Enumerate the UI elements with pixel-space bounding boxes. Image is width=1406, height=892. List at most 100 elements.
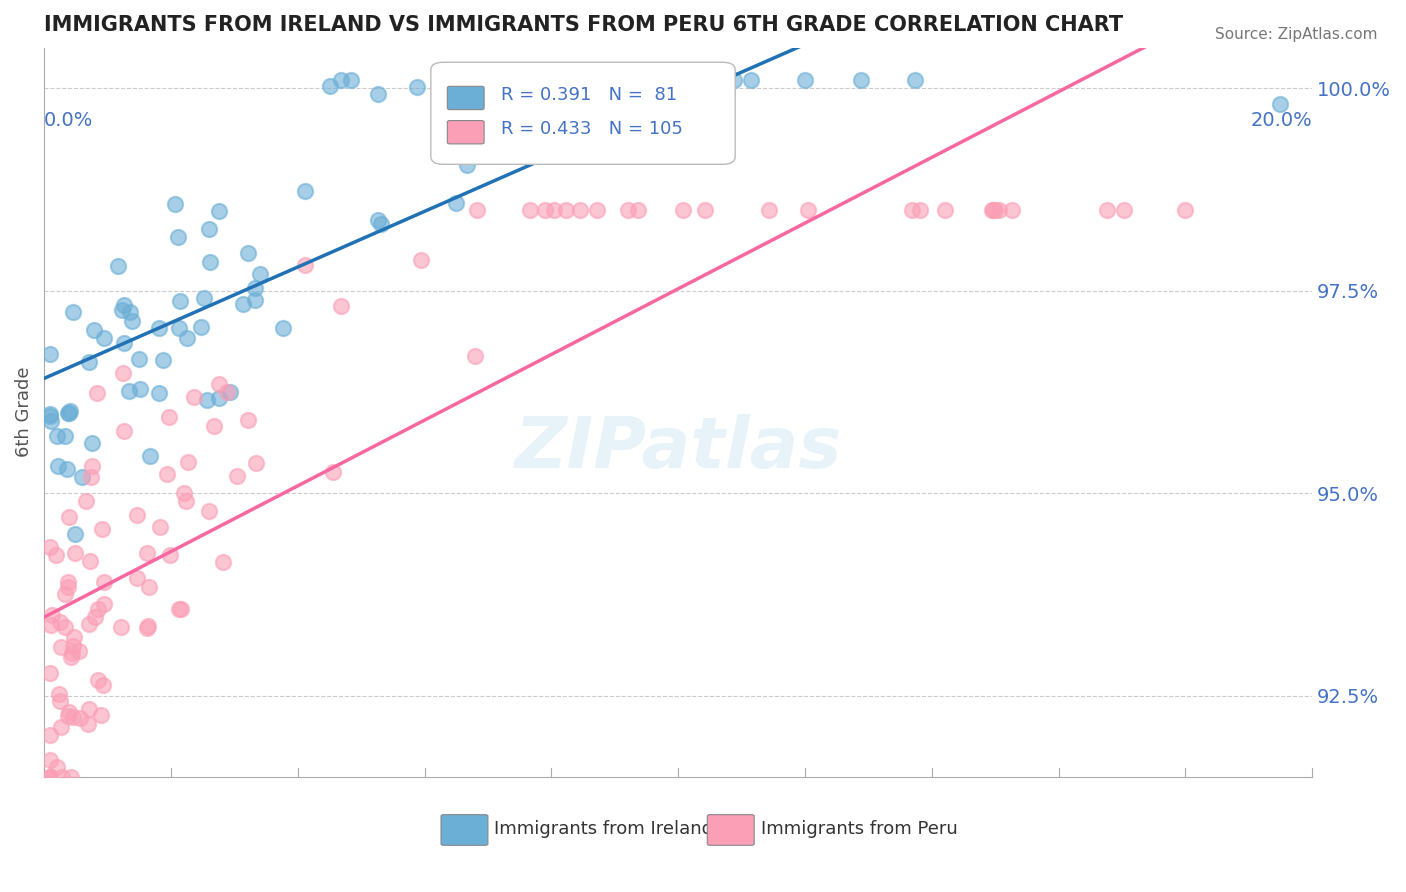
Immigrants from Ireland — [208, 204, 231, 219]
Immigrants from Peru — [79, 702, 101, 716]
Immigrants from Ireland — [70, 470, 93, 484]
Immigrants from Peru — [79, 617, 101, 632]
Immigrants from Peru — [138, 580, 160, 594]
Immigrants from Ireland — [139, 449, 162, 463]
Immigrants from Ireland — [198, 255, 221, 269]
Immigrants from Peru — [294, 258, 316, 272]
Immigrants from Peru — [49, 615, 72, 630]
Immigrants from Peru — [981, 202, 1004, 217]
Immigrants from Ireland — [530, 73, 553, 87]
Immigrants from Peru — [758, 202, 780, 217]
Immigrants from Peru — [198, 503, 221, 517]
Immigrants from Peru — [543, 202, 565, 217]
Immigrants from Peru — [79, 470, 101, 484]
Immigrants from Peru — [627, 202, 650, 217]
Immigrants from Ireland — [793, 73, 815, 87]
Immigrants from Ireland — [650, 73, 672, 87]
Immigrants from Peru — [1112, 202, 1135, 217]
Immigrants from Ireland — [169, 293, 191, 308]
Immigrants from Peru — [934, 202, 956, 217]
Immigrants from Peru — [136, 621, 159, 635]
Immigrants from Ireland — [509, 95, 531, 110]
Immigrants from Ireland — [39, 407, 62, 421]
Immigrants from Peru — [112, 425, 135, 439]
Immigrants from Peru — [111, 366, 134, 380]
Immigrants from Peru — [75, 494, 97, 508]
Immigrants from Peru — [245, 456, 267, 470]
Immigrants from Peru — [568, 202, 591, 217]
Immigrants from Peru — [900, 202, 922, 217]
Text: R = 0.391   N =  81: R = 0.391 N = 81 — [501, 86, 676, 104]
Immigrants from Ireland — [600, 73, 623, 87]
Immigrants from Ireland — [208, 391, 231, 405]
Immigrants from Peru — [51, 720, 73, 734]
Immigrants from Peru — [174, 494, 197, 508]
Immigrants from Peru — [56, 574, 79, 589]
Immigrants from Peru — [60, 650, 83, 665]
Immigrants from Ireland — [118, 384, 141, 398]
Immigrants from Ireland — [198, 222, 221, 236]
Immigrants from Peru — [56, 580, 79, 594]
Immigrants from Peru — [465, 202, 488, 217]
Y-axis label: 6th Grade: 6th Grade — [15, 367, 32, 458]
Immigrants from Ireland — [53, 429, 76, 443]
Immigrants from Peru — [672, 202, 695, 217]
Immigrants from Peru — [65, 546, 87, 560]
Immigrants from Ireland — [329, 73, 352, 87]
Immigrants from Peru — [127, 508, 149, 522]
Text: IMMIGRANTS FROM IRELAND VS IMMIGRANTS FROM PERU 6TH GRADE CORRELATION CHART: IMMIGRANTS FROM IRELAND VS IMMIGRANTS FR… — [44, 15, 1123, 35]
Immigrants from Ireland — [249, 267, 271, 281]
Text: 0.0%: 0.0% — [44, 112, 93, 130]
Immigrants from Ireland — [48, 458, 70, 473]
Immigrants from Peru — [48, 693, 70, 707]
Immigrants from Peru — [58, 705, 80, 719]
Immigrants from Peru — [555, 202, 578, 217]
Immigrants from Ireland — [118, 305, 141, 319]
Immigrants from Peru — [60, 646, 83, 660]
Immigrants from Peru — [69, 711, 91, 725]
Immigrants from Ireland — [107, 259, 129, 273]
Immigrants from Ireland — [56, 462, 79, 476]
Immigrants from Peru — [39, 666, 62, 681]
Immigrants from Ireland — [231, 296, 253, 310]
Immigrants from Peru — [46, 760, 69, 774]
Text: Immigrants from Ireland: Immigrants from Ireland — [495, 821, 713, 838]
Immigrants from Ireland — [39, 347, 62, 361]
Immigrants from Ireland — [152, 353, 174, 368]
Immigrants from Peru — [225, 469, 247, 483]
Immigrants from Peru — [60, 770, 83, 784]
Immigrants from Ireland — [294, 184, 316, 198]
Immigrants from Peru — [157, 410, 180, 425]
Immigrants from Ireland — [1270, 97, 1292, 112]
Immigrants from Ireland — [689, 73, 711, 87]
Immigrants from Peru — [86, 385, 108, 400]
Immigrants from Peru — [39, 770, 62, 784]
Immigrants from Ireland — [58, 406, 80, 420]
Immigrants from Ireland — [167, 230, 190, 244]
Immigrants from Ireland — [457, 73, 479, 87]
Immigrants from Peru — [56, 709, 79, 723]
Immigrants from Ireland — [163, 196, 186, 211]
Immigrants from Peru — [83, 610, 105, 624]
Immigrants from Peru — [238, 413, 260, 427]
Immigrants from Peru — [211, 555, 233, 569]
Text: Source: ZipAtlas.com: Source: ZipAtlas.com — [1215, 27, 1378, 42]
Immigrants from Ireland — [243, 293, 266, 307]
Immigrants from Peru — [39, 617, 62, 632]
Immigrants from Peru — [987, 202, 1010, 217]
Immigrants from Peru — [177, 455, 200, 469]
Immigrants from Peru — [39, 728, 62, 742]
Immigrants from Ireland — [39, 409, 62, 424]
Immigrants from Peru — [169, 602, 191, 616]
Immigrants from Peru — [1000, 202, 1022, 217]
Immigrants from Ireland — [273, 321, 295, 335]
Immigrants from Ireland — [195, 393, 218, 408]
Immigrants from Peru — [51, 770, 73, 784]
Immigrants from Peru — [80, 458, 103, 473]
Immigrants from Peru — [156, 467, 179, 482]
FancyBboxPatch shape — [430, 62, 735, 164]
Immigrants from Ireland — [904, 73, 927, 87]
Immigrants from Peru — [93, 597, 115, 611]
Immigrants from Ireland — [340, 73, 363, 87]
Immigrants from Ireland — [128, 351, 150, 366]
